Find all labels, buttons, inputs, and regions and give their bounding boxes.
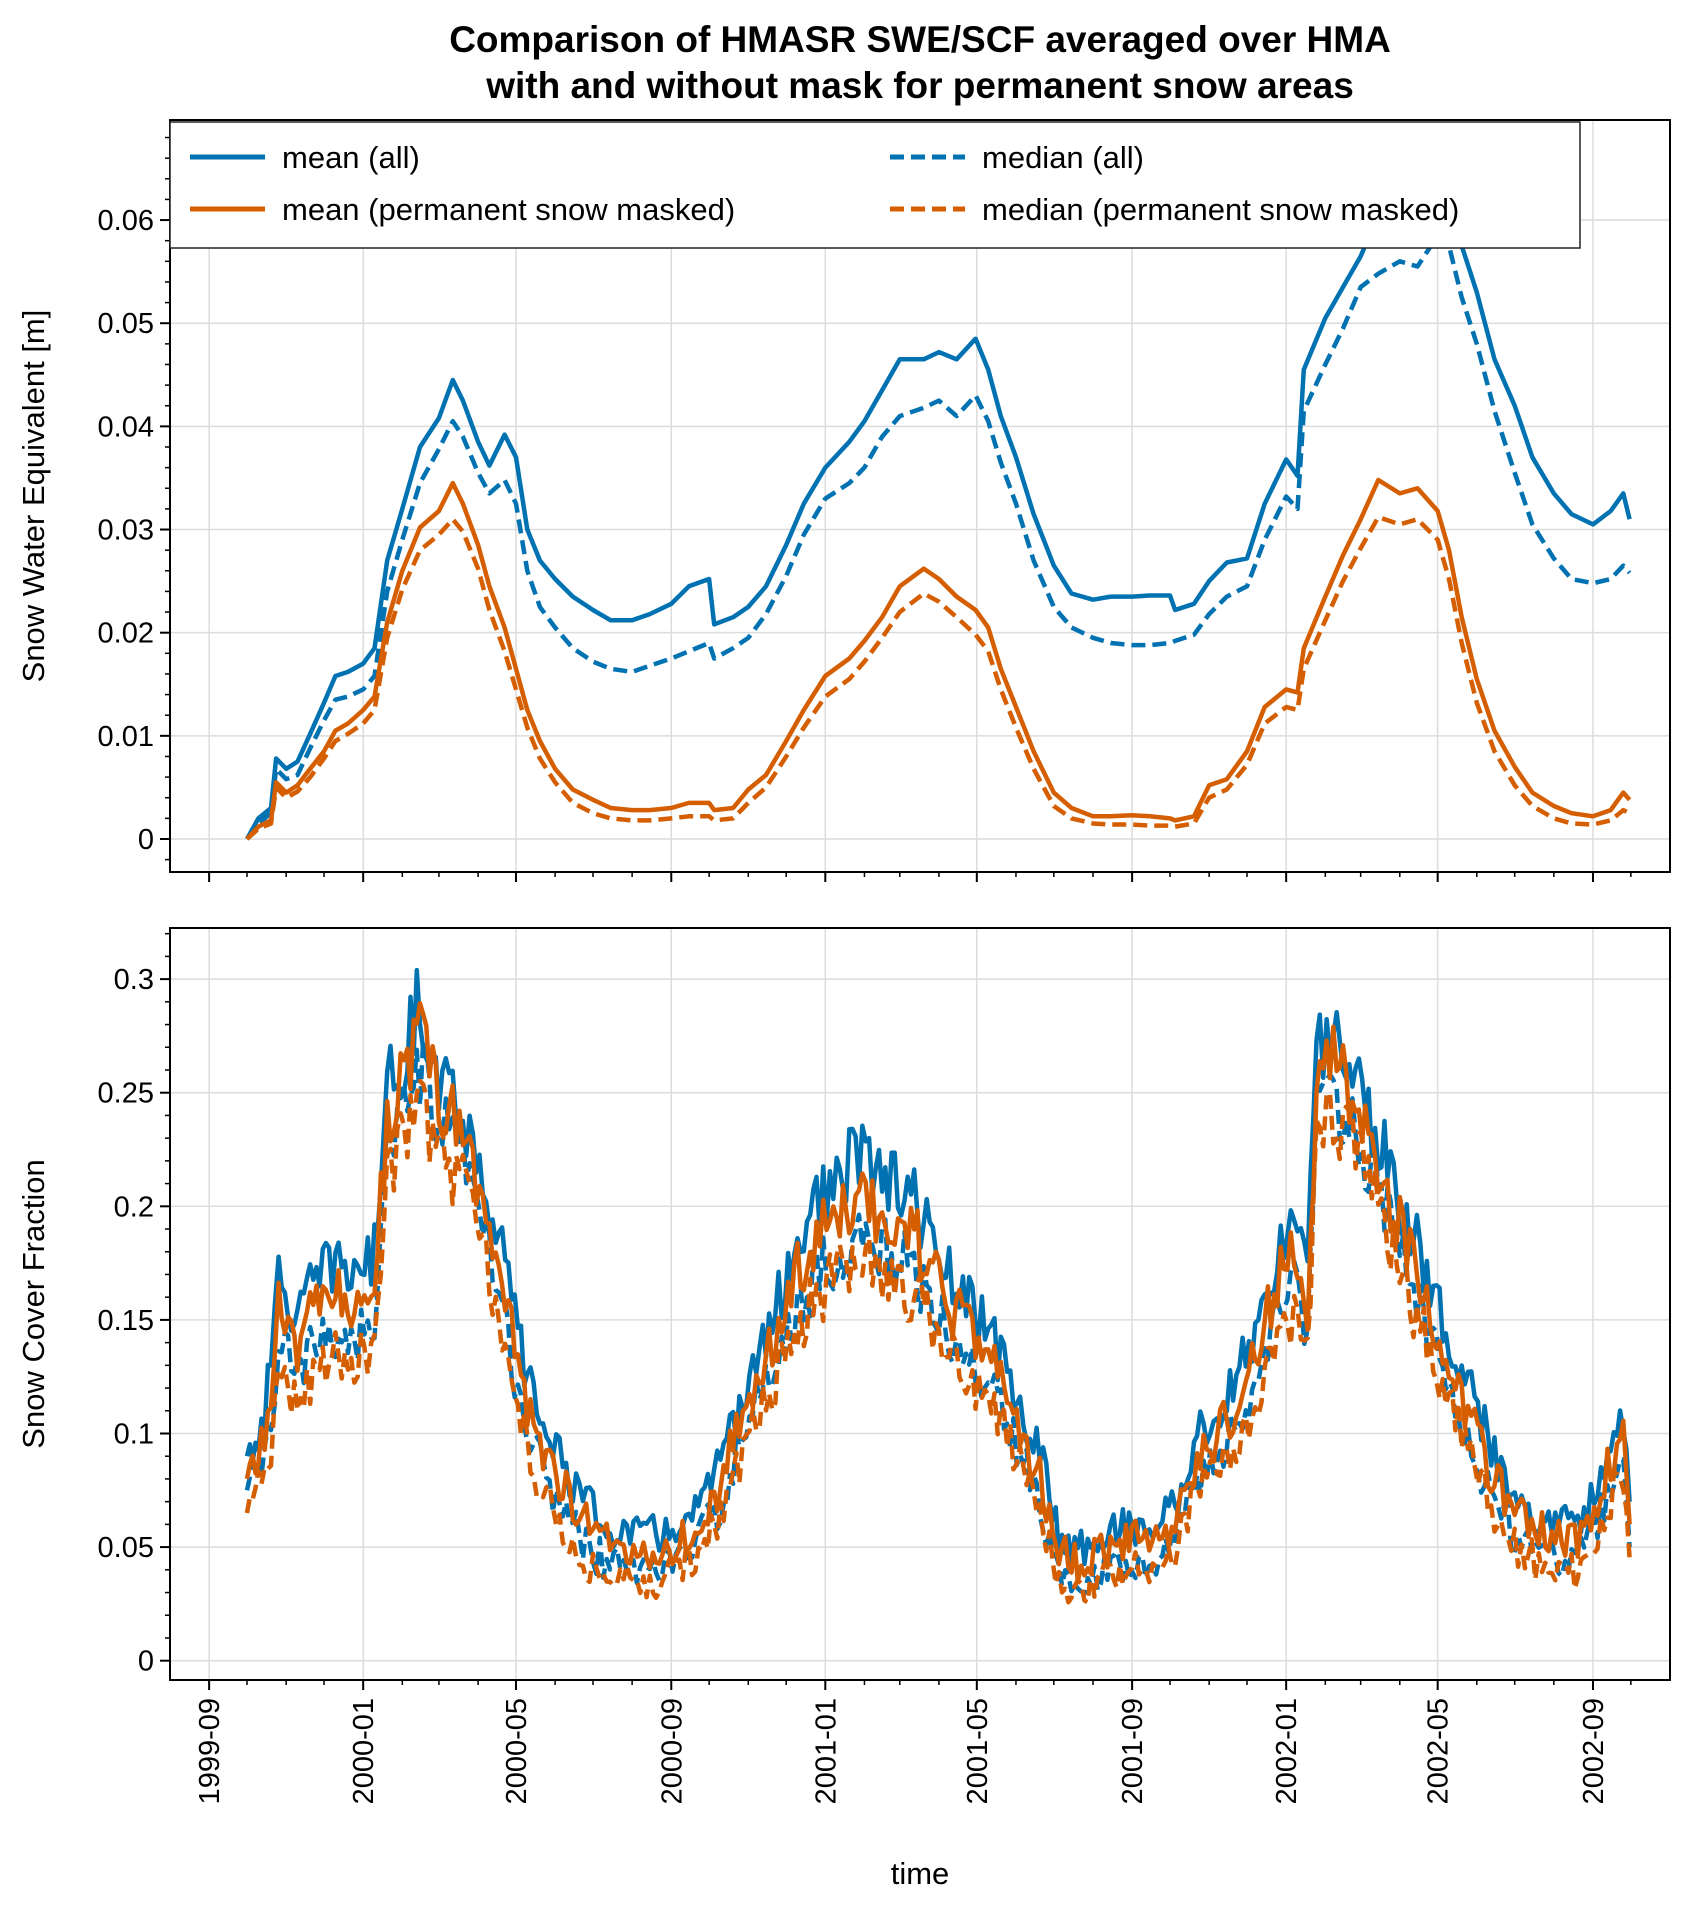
- swe-series-median-all: [245, 233, 1632, 841]
- legend-frame: [169, 121, 1581, 249]
- x-tick-label: 2000-05: [501, 1698, 533, 1804]
- scf-y-tick-label: 0.25: [98, 1078, 154, 1110]
- scf-y-tick-label: 0.15: [98, 1305, 154, 1337]
- swe-series-mean-permanent-snow-masked: [245, 477, 1632, 841]
- swe-y-tick-label: 0.01: [98, 721, 154, 753]
- swe-y-tick-label: 0.02: [98, 618, 154, 650]
- scf-series-median-permanent-snow-masked: [244, 1078, 1632, 1605]
- scf-x-ticks: [208, 1680, 1632, 1690]
- x-tick-label: 2002-05: [1423, 1698, 1455, 1804]
- swe-y-tick-label: 0.04: [98, 411, 154, 443]
- scf-y-tick-label: 0.3: [114, 964, 154, 996]
- legend-text-mean-masked: mean (permanent snow masked): [282, 192, 735, 227]
- scf-plot-frame: [169, 927, 1671, 1681]
- x-tick-label: 2001-01: [810, 1698, 842, 1804]
- swe-y-ticks: 0 0.01 0.02 0.03 0.04 0.05 0.06: [98, 136, 170, 861]
- swe-plot-frame: [169, 119, 1671, 873]
- scf-y-ticks: 0 0.05 0.1 0.15 0.2 0.25 0.3: [98, 932, 170, 1678]
- swe-panel: 0 0.01 0.02 0.03 0.04 0.05 0.06 Snow Water Equ…: [16, 119, 1671, 882]
- x-tick-label: 2001-09: [1117, 1698, 1149, 1804]
- scf-y-tick-label: 0.2: [114, 1191, 154, 1223]
- x-tick-label: 2000-09: [656, 1698, 688, 1804]
- x-tick-label: 2001-05: [962, 1698, 994, 1804]
- swe-y-tick-label: 0.05: [98, 308, 154, 340]
- scf-y-tick-label: 0.1: [114, 1418, 154, 1450]
- scf-y-axis-label: Snow Cover Fraction: [16, 1159, 51, 1448]
- swe-y-axis-label: Snow Water Equivalent [m]: [16, 310, 51, 683]
- chart-title-line-1: Comparison of HMASR SWE/SCF averaged ove…: [449, 19, 1391, 60]
- swe-y-tick-label: 0.03: [98, 515, 154, 547]
- x-tick-label: 2002-01: [1271, 1698, 1303, 1804]
- x-tick-label: 2002-09: [1578, 1698, 1610, 1804]
- swe-y-tick-label: 0: [138, 824, 154, 856]
- legend: mean (all) mean (permanent snow masked) …: [169, 121, 1581, 249]
- scf-series-group: [244, 967, 1632, 1605]
- swe-y-tick-label: 0.06: [98, 205, 154, 237]
- scf-y-tick-label: 0.05: [98, 1532, 154, 1564]
- swe-x-ticks: [208, 872, 1632, 882]
- scf-panel: 0 0.05 0.1 0.15 0.2 0.25 0.3 1999-09 2000-01 200…: [16, 927, 1671, 1891]
- x-axis-label: time: [891, 1856, 950, 1891]
- scf-y-tick-label: 0: [138, 1646, 154, 1678]
- legend-text-mean-all: mean (all): [282, 140, 420, 175]
- x-tick-label: 2000-01: [348, 1698, 380, 1804]
- x-tick-label: 1999-09: [194, 1698, 226, 1804]
- legend-text-median-all: median (all): [982, 140, 1144, 175]
- x-tick-labels: 1999-09 2000-01 2000-05 2000-09 2001-01 2001-…: [194, 1698, 1610, 1804]
- swe-series-median-permanent-snow-masked: [245, 514, 1631, 841]
- legend-text-median-masked: median (permanent snow masked): [982, 192, 1459, 227]
- chart-title-line-2: with and without mask for permanent snow…: [485, 65, 1354, 106]
